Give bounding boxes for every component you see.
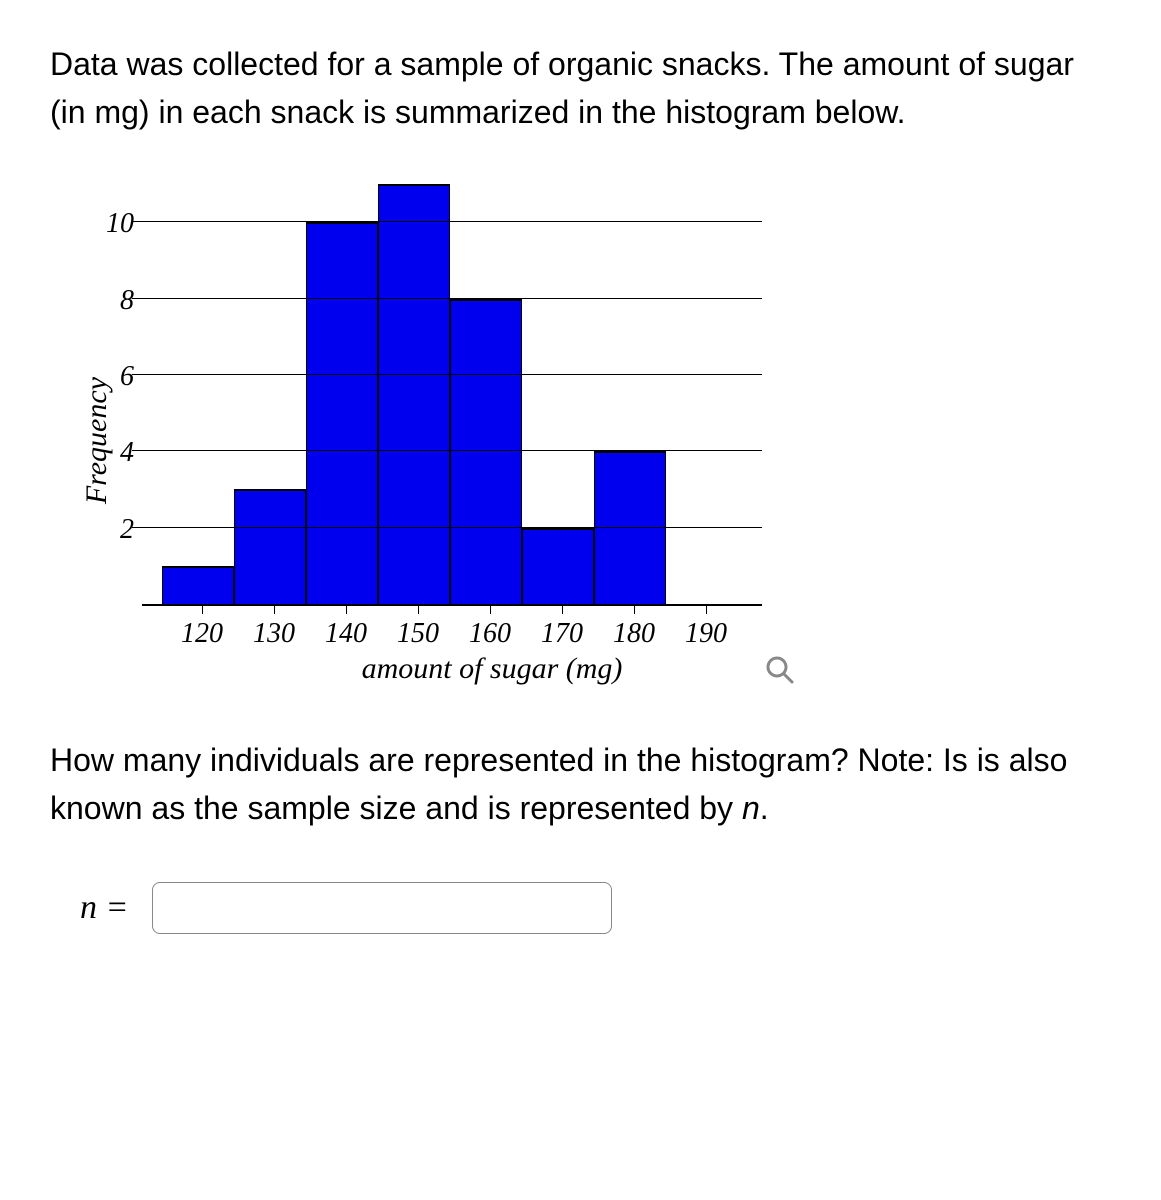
y-tick-mark: [132, 298, 142, 299]
x-title-row: amount of sugar (mg): [182, 652, 802, 696]
gridline: [142, 374, 762, 375]
x-tick-label: 160: [469, 618, 511, 650]
followup-variable: n: [742, 790, 760, 826]
y-tick-mark: [132, 527, 142, 528]
answer-input[interactable]: [152, 882, 612, 934]
x-tick-mark: [490, 606, 491, 614]
chart-inner: 246810 120 130 140 150 160 170 180 190 amount o…: [134, 186, 802, 696]
x-tick-labels: 120 130 140 150 160 170 180 190: [182, 616, 802, 652]
x-tick-mark: [562, 606, 563, 614]
histogram-chart: Frequency 246810 120 130 140 150 160 170 180 19…: [80, 186, 1111, 696]
question-followup-text: How many individuals are represented in …: [50, 736, 1111, 832]
histogram-bar: [162, 566, 234, 604]
y-tick-mark: [132, 221, 142, 222]
x-tick-mark: [418, 606, 419, 614]
question-intro-text: Data was collected for a sample of organ…: [50, 40, 1111, 136]
gridline: [142, 527, 762, 528]
followup-post: .: [760, 790, 769, 826]
x-tick-mark: [634, 606, 635, 614]
x-tick-label: 150: [397, 618, 439, 650]
histogram-bars: [162, 184, 666, 604]
x-tick-label: 120: [181, 618, 223, 650]
plot-area: [142, 186, 762, 606]
histogram-bar: [378, 184, 450, 604]
answer-prompt: n =: [80, 889, 128, 927]
x-tick-label: 190: [685, 618, 727, 650]
x-tick-label: 180: [613, 618, 655, 650]
answer-row: n =: [80, 882, 1111, 934]
x-tick-label: 140: [325, 618, 367, 650]
x-tick-mark: [274, 606, 275, 614]
histogram-bar: [234, 489, 306, 604]
x-tick-mark: [346, 606, 347, 614]
histogram-bar: [594, 451, 666, 604]
histogram-bar: [306, 222, 378, 604]
x-tick-marks: [182, 606, 802, 616]
x-axis-label: amount of sugar (mg): [182, 652, 802, 686]
gridline: [142, 221, 762, 222]
followup-pre: How many individuals are represented in …: [50, 742, 1067, 826]
magnifier-icon[interactable]: [764, 654, 796, 691]
histogram-bar: [522, 528, 594, 604]
x-tick-mark: [706, 606, 707, 614]
plot-row: 246810: [134, 186, 802, 606]
y-axis-label: Frequency: [80, 377, 114, 504]
x-tick-label: 130: [253, 618, 295, 650]
gridline: [142, 450, 762, 451]
y-tick-mark: [132, 450, 142, 451]
y-tick-mark: [132, 374, 142, 375]
x-tick-mark: [202, 606, 203, 614]
x-tick-label: 170: [541, 618, 583, 650]
gridline: [142, 298, 762, 299]
